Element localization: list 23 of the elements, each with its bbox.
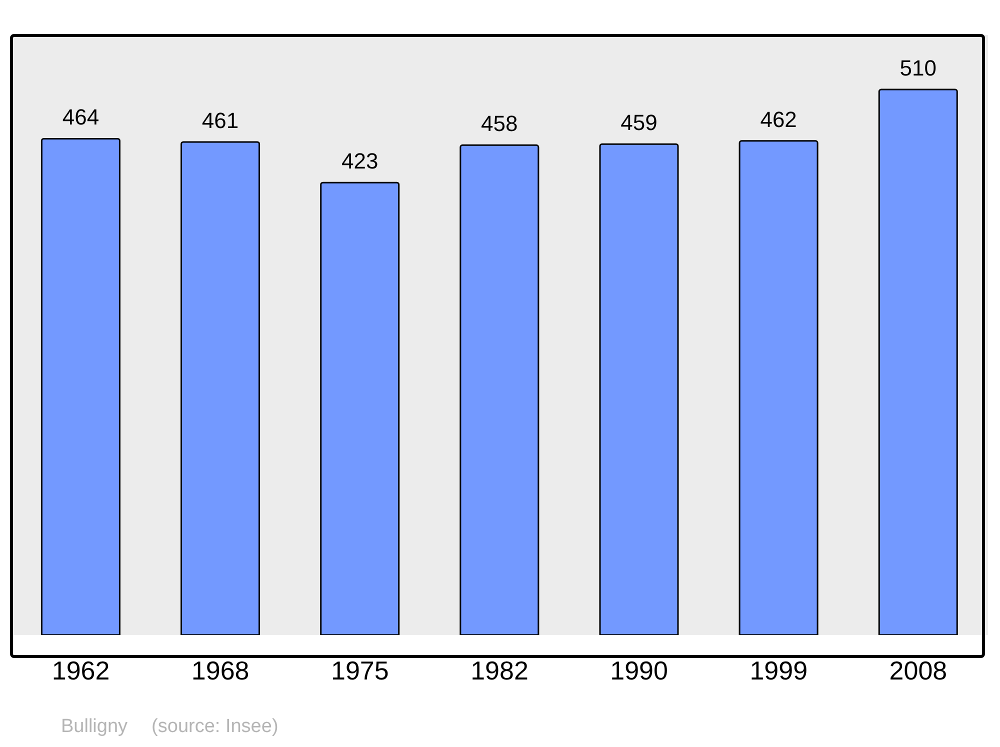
- bar: [180, 141, 260, 635]
- data-label: 462: [760, 106, 797, 132]
- x-tick-label: 2008: [889, 655, 948, 686]
- text: (source: Insee): [152, 716, 278, 738]
- data-label: 459: [620, 110, 658, 136]
- x-tick-label: 1982: [470, 655, 528, 686]
- x-tick-label: 1962: [52, 655, 110, 686]
- x-tick-label: 1975: [331, 655, 389, 686]
- x-tick-label: 1968: [191, 655, 250, 686]
- data-label: 464: [62, 104, 100, 130]
- text: Bulligny: [61, 716, 128, 738]
- x-tick-label: 1990: [610, 655, 668, 686]
- x-tick-label: 1999: [750, 655, 808, 686]
- bar: [738, 140, 818, 635]
- bar: [460, 144, 540, 635]
- data-label: 461: [202, 108, 239, 133]
- bar: [320, 182, 400, 635]
- bar: [599, 143, 679, 635]
- data-label: 423: [341, 148, 378, 174]
- data-label: 458: [481, 111, 518, 136]
- bar: [878, 88, 958, 635]
- data-label: 510: [900, 56, 936, 81]
- bar: [40, 138, 120, 635]
